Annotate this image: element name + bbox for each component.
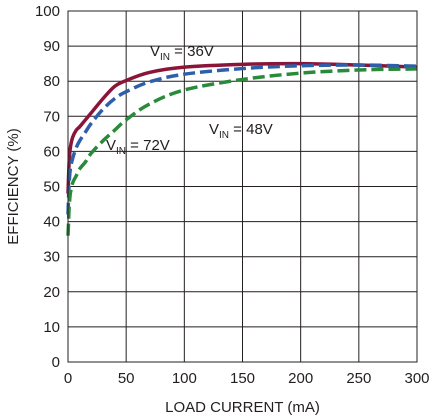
- x-axis-title: LOAD CURRENT (mA): [165, 399, 320, 416]
- x-tick-label: 200: [288, 370, 313, 387]
- series-label-vin-48v: VIN = 48V: [209, 121, 273, 141]
- y-tick-label: 10: [43, 319, 60, 336]
- x-tick-label: 100: [172, 370, 197, 387]
- x-tick-label: 50: [118, 370, 135, 387]
- plot-frame: [67, 10, 418, 363]
- efficiency-line-vin-36v: [66, 61, 418, 194]
- y-tick-label: 90: [43, 38, 60, 55]
- x-tick-label: 300: [404, 370, 429, 387]
- efficiency-line-vin-72v: [66, 67, 418, 236]
- series-layer: [66, 61, 418, 236]
- x-tick-label: 150: [230, 370, 255, 387]
- series-label-vin-36v: VIN = 36V: [150, 43, 214, 63]
- y-tick-label: 60: [43, 143, 60, 160]
- x-tick-label: 250: [346, 370, 371, 387]
- y-tick-label: 70: [43, 108, 60, 125]
- y-tick-label: 40: [43, 214, 60, 231]
- y-tick-label: 80: [43, 73, 60, 90]
- y-tick-label: 50: [43, 179, 60, 196]
- y-tick-label: 30: [43, 249, 60, 266]
- series-label-vin-72v: VIN = 72V: [106, 137, 170, 157]
- y-axis-title: EFFICIENCY (%): [5, 128, 22, 244]
- y-tick-label: 100: [35, 3, 60, 20]
- y-tick-label: 0: [52, 354, 60, 371]
- efficiency-line-vin-48v: [66, 63, 418, 215]
- tick-labels: 0 50 100 150 200 250 300 0 10 20 30 40 50 60 70 80 90 100: [35, 3, 430, 387]
- y-tick-label: 20: [43, 284, 60, 301]
- x-tick-label: 0: [64, 370, 72, 387]
